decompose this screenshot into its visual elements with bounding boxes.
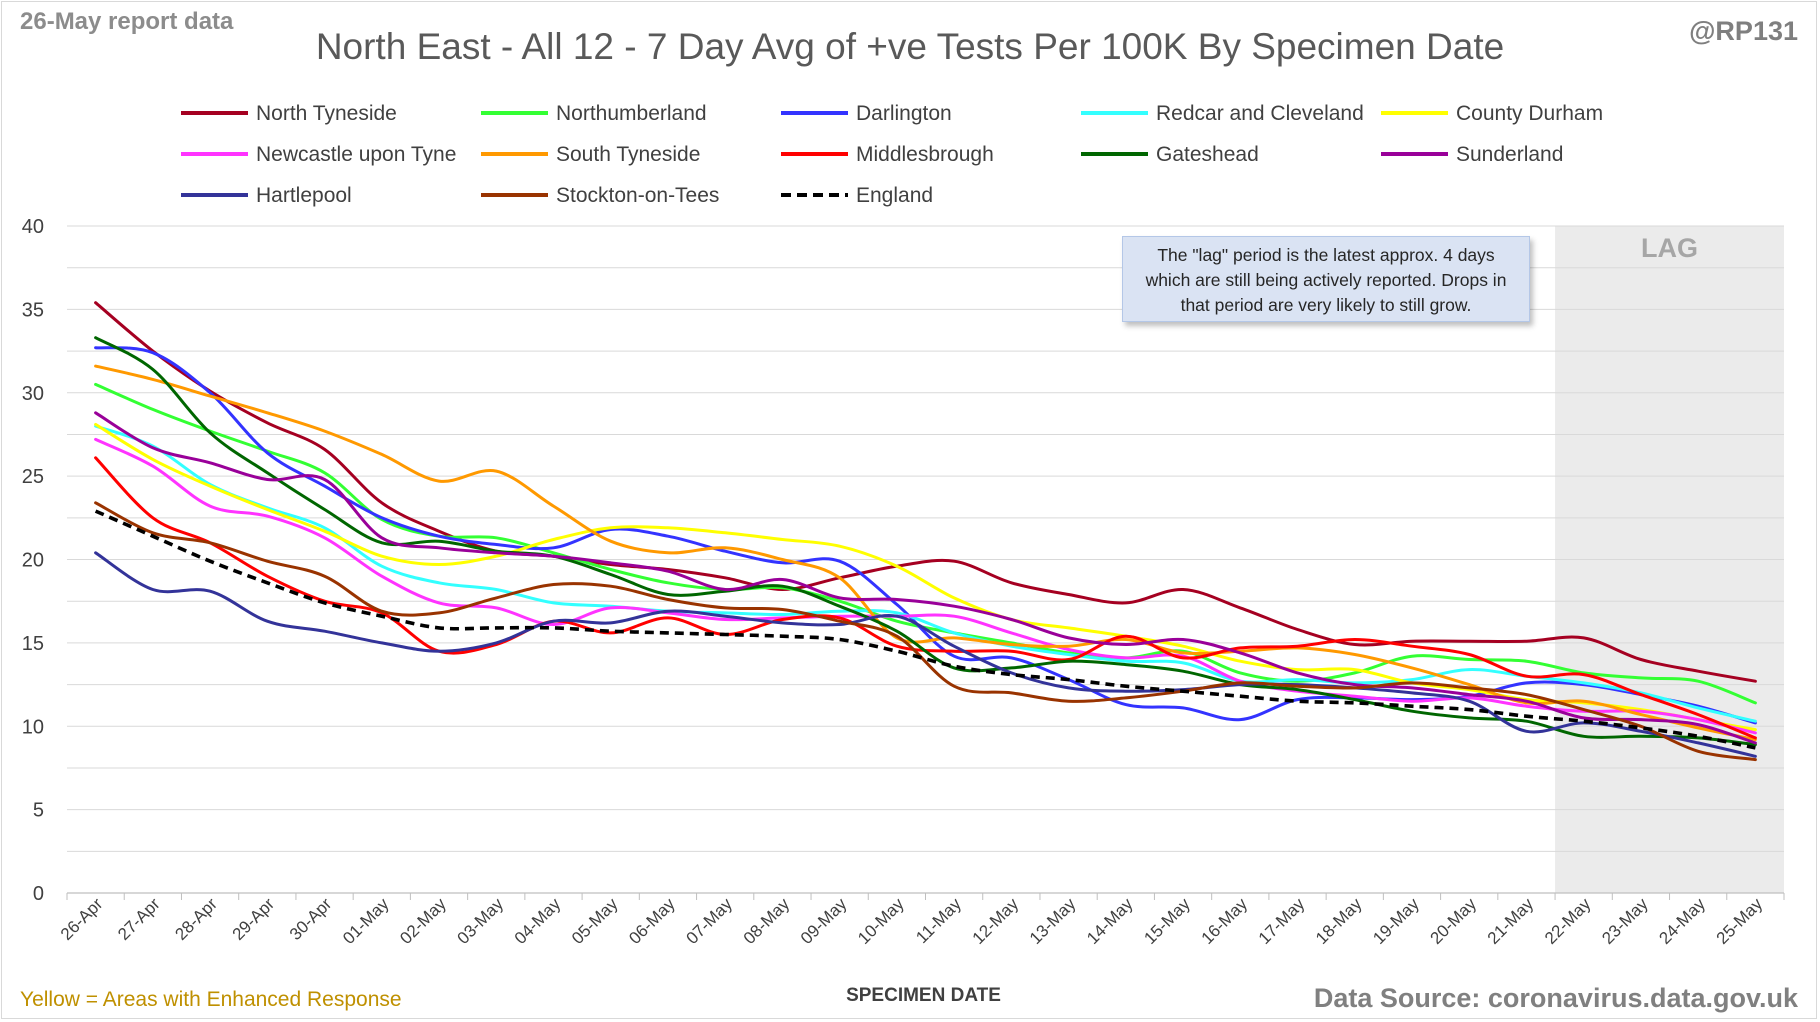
legend-label-north-tyneside: North Tyneside: [256, 102, 397, 125]
series-line-stockton-on-tees: [94, 501, 1757, 762]
series-line-middlesbrough: [94, 456, 1757, 740]
x-tick-label: 04-May: [511, 894, 565, 948]
x-tick-label: 10-May: [854, 894, 908, 948]
legend-label-south-tyneside: South Tyneside: [556, 143, 700, 166]
y-tick-label: 40: [22, 216, 44, 238]
x-tick-label: 01-May: [339, 894, 393, 948]
y-tick-label: 0: [33, 883, 44, 905]
x-tick-label: 03-May: [454, 894, 508, 948]
x-tick-label: 02-May: [396, 894, 450, 948]
x-tick-label: 15-May: [1140, 894, 1194, 948]
x-tick-label: 23-May: [1598, 894, 1652, 948]
x-tick-label: 24-May: [1655, 894, 1709, 948]
legend-label-hartlepool: Hartlepool: [256, 184, 352, 207]
series-line-newcastle-upon-tyne: [94, 437, 1757, 735]
y-tick-label: 25: [22, 466, 44, 488]
series-line-darlington: [94, 346, 1757, 725]
x-tick-label: 21-May: [1484, 894, 1538, 948]
x-tick-label: 20-May: [1427, 894, 1481, 948]
report-date-label: 26-May report data: [20, 8, 234, 35]
x-tick-label: 28-Apr: [171, 894, 221, 944]
x-tick-label: 14-May: [1083, 894, 1137, 948]
series-line-gateshead: [94, 336, 1757, 747]
x-tick-label: 25-May: [1713, 894, 1767, 948]
x-tick-label: 30-Apr: [286, 894, 336, 944]
legend-label-england: England: [856, 184, 933, 207]
y-tick-label: 15: [22, 633, 44, 655]
legend-label-northumberland: Northumberland: [556, 102, 707, 125]
x-tick-label: 27-Apr: [114, 894, 164, 944]
author-handle: @RP131: [1689, 16, 1798, 46]
y-tick-label: 20: [22, 550, 44, 572]
lag-note-callout: The "lag" period is the latest approx. 4…: [1122, 236, 1530, 322]
series-line-redcar-and-cleveland: [94, 424, 1757, 723]
series-line-hartlepool: [94, 551, 1757, 758]
x-tick-label: 12-May: [969, 894, 1023, 948]
x-tick-label: 06-May: [625, 894, 679, 948]
x-tick-label: 05-May: [568, 894, 622, 948]
x-tick-label: 13-May: [1026, 894, 1080, 948]
y-tick-label: 30: [22, 383, 44, 405]
x-tick-label: 19-May: [1369, 894, 1423, 948]
x-axis-title: SPECIMEN DATE: [846, 985, 1001, 1006]
lag-label: LAG: [1641, 233, 1698, 263]
x-tick-label: 07-May: [682, 894, 736, 948]
chart-title: North East - All 12 - 7 Day Avg of +ve T…: [315, 26, 1505, 67]
x-tick-label: 18-May: [1312, 894, 1366, 948]
legend-label-stockton-on-tees: Stockton-on-Tees: [556, 184, 719, 207]
series-line-northumberland: [94, 382, 1757, 705]
series-line-north-tyneside: [94, 301, 1757, 683]
series-line-england: [94, 509, 1756, 750]
series-line-sunderland: [94, 411, 1757, 745]
series-line-south-tyneside: [94, 364, 1757, 742]
x-tick-label: 11-May: [912, 894, 965, 947]
enhanced-response-footnote: Yellow = Areas with Enhanced Response: [20, 988, 402, 1011]
y-tick-label: 35: [22, 299, 44, 321]
x-tick-label: 29-Apr: [229, 894, 279, 944]
x-tick-label: 08-May: [740, 894, 794, 948]
legend-label-middlesbrough: Middlesbrough: [856, 143, 994, 166]
x-tick-label: 22-May: [1541, 894, 1595, 948]
x-tick-label: 16-May: [1198, 894, 1252, 948]
series-line-county-durham: [94, 422, 1757, 732]
x-tick-label: 17-May: [1255, 894, 1309, 948]
legend-label-sunderland: Sunderland: [1456, 143, 1563, 166]
legend-label-gateshead: Gateshead: [1156, 143, 1259, 166]
x-tick-label: 26-Apr: [57, 894, 107, 944]
legend-label-county-durham: County Durham: [1456, 102, 1603, 125]
legend-label-darlington: Darlington: [856, 102, 952, 125]
legend-label-newcastle-upon-tyne: Newcastle upon Tyne: [256, 143, 456, 166]
legend-label-redcar-and-cleveland: Redcar and Cleveland: [1156, 102, 1364, 125]
y-tick-label: 10: [22, 716, 44, 738]
x-tick-label: 09-May: [797, 894, 851, 948]
y-tick-label: 5: [33, 800, 44, 822]
data-source-label: Data Source: coronavirus.data.gov.uk: [1313, 983, 1798, 1013]
